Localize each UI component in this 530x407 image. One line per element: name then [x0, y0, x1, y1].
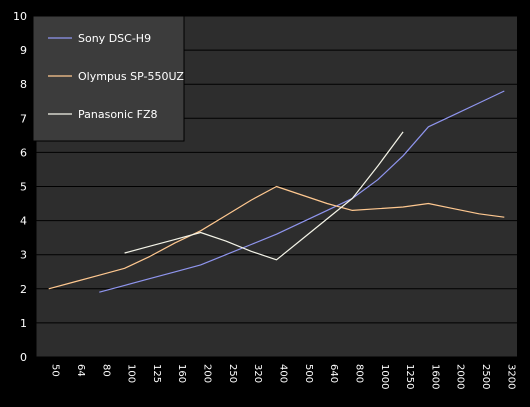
series-line-3 — [124, 131, 404, 261]
gridlines — [35, 15, 517, 358]
y-tick-label: 0 — [20, 351, 27, 364]
series-line-2 — [48, 185, 505, 290]
x-tick-label: 160 — [176, 364, 187, 383]
y-axis-ticks: 0 1 2 3 4 5 6 7 8 9 10 — [13, 10, 27, 364]
y-tick-label: 7 — [20, 112, 27, 125]
x-tick-label: 800 — [353, 364, 364, 383]
y-tick-label: 4 — [20, 215, 27, 228]
legend-label: Olympus SP-550UZ — [78, 70, 184, 83]
series-lines — [48, 90, 505, 293]
x-tick-label: 2500 — [480, 364, 491, 389]
x-tick-label: 640 — [328, 364, 339, 383]
y-tick-label: 2 — [20, 283, 27, 296]
x-axis-ticks: 50 64 80 100 125 160 200 250 320 400 500 640 800 1000… — [50, 364, 517, 389]
y-tick-label: 3 — [20, 249, 27, 262]
y-tick-label: 9 — [20, 44, 27, 57]
x-tick-label: 500 — [303, 364, 314, 383]
legend-label: Panasonic FZ8 — [78, 108, 158, 121]
x-tick-label: 400 — [278, 364, 289, 383]
y-tick-label: 1 — [20, 317, 27, 330]
series-line-1 — [99, 90, 505, 293]
x-tick-label: 250 — [227, 364, 238, 383]
x-tick-label: 3200 — [505, 364, 516, 389]
x-tick-label: 50 — [50, 364, 61, 377]
legend-box — [32, 15, 185, 142]
x-tick-label: 125 — [151, 364, 162, 383]
y-tick-label: 10 — [13, 10, 27, 23]
x-tick-label: 100 — [126, 364, 137, 383]
y-tick-label: 5 — [20, 181, 27, 194]
y-tick-label: 8 — [20, 78, 27, 91]
x-tick-label: 64 — [75, 364, 86, 377]
x-tick-label: 200 — [202, 364, 213, 383]
x-tick-label: 1000 — [379, 364, 390, 389]
x-tick-label: 320 — [252, 364, 263, 383]
x-tick-label: 2000 — [455, 364, 466, 389]
legend: Sony DSC-H9 Olympus SP-550UZ Panasonic FZ8 — [32, 15, 185, 142]
legend-label: Sony DSC-H9 — [78, 32, 151, 45]
y-tick-label: 6 — [20, 146, 27, 159]
x-tick-label: 1600 — [429, 364, 440, 389]
x-tick-label: 80 — [100, 364, 111, 377]
x-tick-label: 1250 — [404, 364, 415, 389]
